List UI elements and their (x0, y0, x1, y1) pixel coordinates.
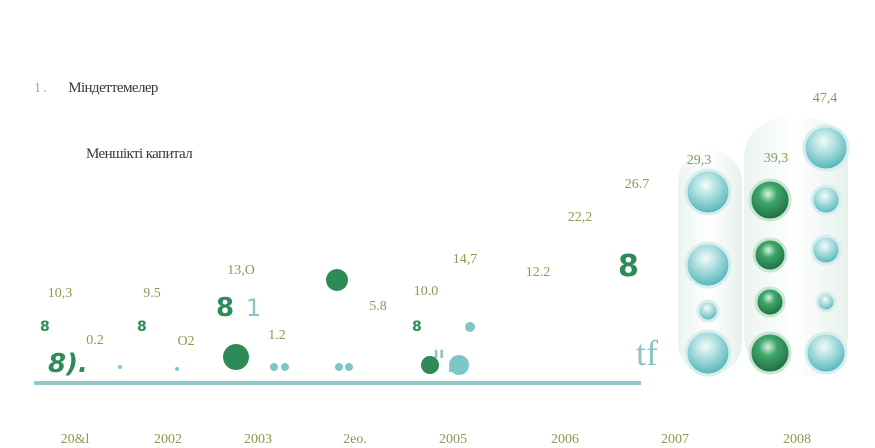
equity-sphere (696, 299, 720, 323)
data-label: 9.5 (143, 286, 161, 301)
x-tick-label: 2007 (661, 432, 689, 447)
x-tick-label: 2005 (439, 432, 467, 447)
equity-bubble (449, 355, 469, 375)
equity-sphere (815, 291, 837, 313)
legend-marker: 1 . (34, 81, 47, 96)
liabilities-sphere (752, 237, 788, 273)
glyph-fragment: 8 (40, 319, 50, 335)
glyph-fragment: ". (432, 345, 455, 380)
equity-bubble (270, 363, 278, 371)
data-label: 12.2 (526, 265, 551, 280)
data-label: 47,4 (813, 91, 838, 106)
data-label: 13,O (227, 263, 255, 278)
glyph-fragment: 8 (216, 293, 234, 323)
glyph-fragment: tf (636, 333, 658, 373)
data-label: 0.2 (86, 333, 104, 348)
liabilities-sphere (748, 178, 792, 222)
x-tick-label: 20&l (61, 432, 90, 447)
equity-sphere (802, 124, 850, 172)
x-tick-label: 2008 (783, 432, 811, 447)
equity-bubble (335, 363, 343, 371)
data-label: 10,3 (48, 286, 73, 301)
x-tick-label: 2003 (244, 432, 272, 447)
liabilities-sphere (754, 286, 786, 318)
data-label: O2 (177, 334, 194, 349)
legend-label-equity: Меншікті капитал (86, 146, 193, 162)
equity-sphere (684, 329, 732, 377)
data-label: 1.2 (268, 328, 286, 343)
data-label: 14,7 (453, 252, 478, 267)
liabilities-bubble (421, 356, 439, 374)
equity-sphere (810, 234, 842, 266)
equity-sphere (684, 168, 732, 216)
legend-item-liabilities: 1 . Міндеттемелер (34, 80, 158, 97)
chart-marks (118, 124, 850, 377)
equity-bubble (465, 322, 475, 332)
equity-sphere (684, 241, 732, 289)
x-tick-label: 2002 (154, 432, 182, 447)
equity-bubble (118, 365, 122, 369)
x-axis-tick-labels: 20&l 2002 2003 2eo. 2005 2006 2007 2008 (61, 432, 811, 447)
legend-label-liabilities: Міндеттемелер (68, 80, 158, 96)
value-labels: 10,3 0.2 9.5 O2 13,O 1.2 5.8 10.0 14,7 12.2 22,2 26… (48, 91, 838, 349)
x-tick-label: 2eo. (343, 432, 367, 447)
data-label: 39,3 (764, 151, 789, 166)
glyph-fragment: 8 (412, 319, 422, 335)
data-label: 22,2 (568, 210, 593, 225)
data-label: 29,3 (687, 153, 712, 168)
glyph-fragment: 8 (618, 249, 639, 284)
liabilities-bubble (326, 269, 348, 291)
data-label: 5.8 (369, 299, 387, 314)
equity-bubble (175, 367, 179, 371)
equity-bubble (281, 363, 289, 371)
glyph-fragment: 8 (137, 319, 147, 335)
data-label: 26.7 (625, 177, 650, 192)
glyph-fragment: 8). (48, 349, 88, 379)
equity-bubble (345, 363, 353, 371)
liabilities-sphere (748, 331, 792, 375)
x-tick-label: 2006 (551, 432, 579, 447)
data-label: 10.0 (414, 284, 439, 299)
equity-sphere (804, 331, 848, 375)
equity-sphere (810, 184, 842, 216)
legend-item-equity: Меншікті капитал (86, 146, 193, 163)
liabilities-bubble (223, 344, 249, 370)
glyph-fragment: 1 (246, 294, 261, 322)
